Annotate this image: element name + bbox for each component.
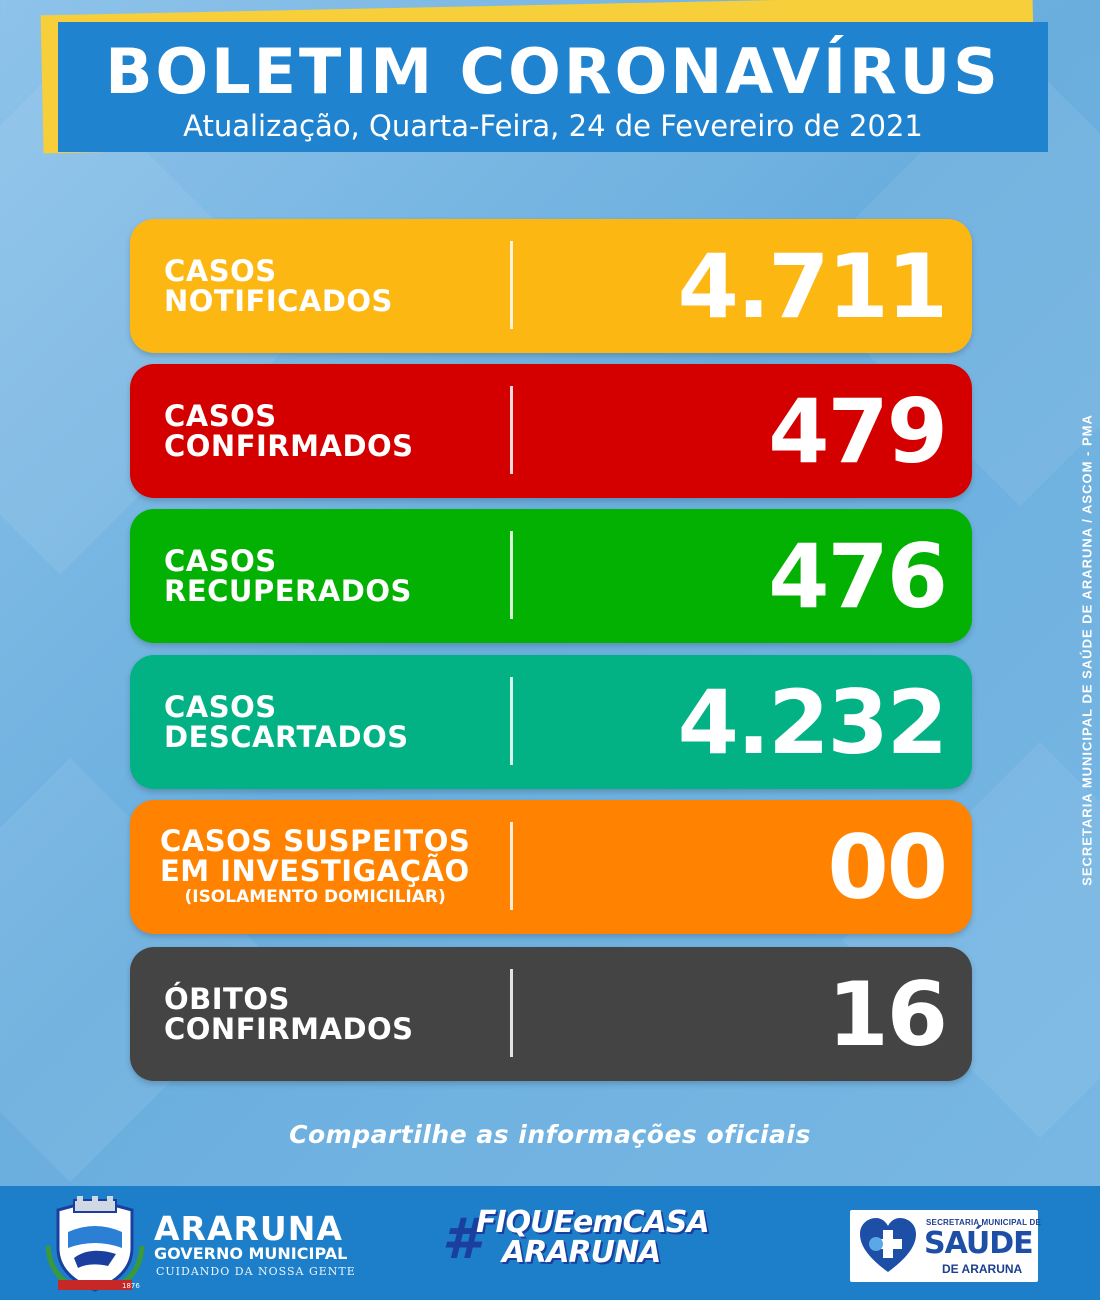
page-title: BOLETIM CORONAVÍRUS <box>105 35 1001 108</box>
card-value: 00 <box>827 815 948 919</box>
update-date: Atualização, Quarta-Feira, 24 de Feverei… <box>183 109 923 143</box>
card-value: 4.711 <box>677 234 948 338</box>
card-divider <box>510 677 513 765</box>
card-value: 16 <box>827 962 948 1066</box>
card-label: CASOS NOTIFICADOS <box>164 219 393 353</box>
credit-text: SECRETARIA MUNICIPAL DE SAÚDE DE ARARUNA… <box>1079 414 1095 886</box>
health-bottom-text: DE ARARUNA <box>942 1262 1023 1276</box>
crest-year: 1876 <box>122 1282 140 1290</box>
card-label-note: (ISOLAMENTO DOMICILIAR) <box>184 887 446 907</box>
card-label: CASOS DESCARTADOS <box>164 655 409 789</box>
card-divider <box>510 241 513 329</box>
card-casos-recuperados: CASOS RECUPERADOS 476 <box>130 509 972 643</box>
card-label-line1: CASOS <box>164 544 277 578</box>
card-label: ÓBITOS CONFIRMADOS <box>164 947 414 1081</box>
card-casos-suspeitos: CASOS SUSPEITOS EM INVESTIGAÇÃO (ISOLAME… <box>130 800 972 934</box>
card-divider <box>510 386 513 474</box>
hashtag-line1: FIQUEemCASA <box>476 1205 710 1240</box>
slogan: CUIDANDO DA NOSSA GENTE <box>156 1265 356 1278</box>
health-main-text: SAÚDE <box>924 1226 1034 1261</box>
card-label-line2: NOTIFICADOS <box>164 284 393 318</box>
card-label-line1: CASOS <box>164 254 277 288</box>
card-casos-notificados: CASOS NOTIFICADOS 4.711 <box>130 219 972 353</box>
card-casos-confirmados: CASOS CONFIRMADOS 479 <box>130 364 972 498</box>
card-label-line1: CASOS SUSPEITOS <box>160 824 471 858</box>
card-value: 476 <box>768 524 948 628</box>
card-label: CASOS RECUPERADOS <box>164 509 412 643</box>
card-value: 4.232 <box>677 670 948 774</box>
city-crest-icon: 1876 <box>45 1196 145 1292</box>
card-label-line1: CASOS <box>164 399 277 433</box>
card-label-line1: ÓBITOS <box>164 982 290 1016</box>
card-casos-descartados: CASOS DESCARTADOS 4.232 <box>130 655 972 789</box>
card-divider <box>510 531 513 619</box>
hashtag-line2: ARARUNA <box>502 1235 661 1270</box>
card-obitos-confirmados: ÓBITOS CONFIRMADOS 16 <box>130 947 972 1081</box>
card-divider <box>510 822 513 910</box>
card-value: 479 <box>768 379 948 483</box>
card-label-line2: EM INVESTIGAÇÃO <box>160 854 470 888</box>
card-label-line2: CONFIRMADOS <box>164 429 414 463</box>
card-label-line2: RECUPERADOS <box>164 574 412 608</box>
government-label: GOVERNO MUNICIPAL <box>154 1244 348 1263</box>
header-banner: BOLETIM CORONAVÍRUS Atualização, Quarta-… <box>58 22 1048 152</box>
card-label: CASOS SUSPEITOS EM INVESTIGAÇÃO (ISOLAME… <box>160 800 470 934</box>
card-label-line1: CASOS <box>164 690 277 724</box>
health-secretariat-logo: SECRETARIA MUNICIPAL DE SAÚDE DE ARARUNA <box>850 1210 1041 1282</box>
hashtag-symbol: # <box>442 1207 481 1272</box>
card-divider <box>510 969 513 1057</box>
card-label: CASOS CONFIRMADOS <box>164 364 414 498</box>
heart-cross-icon <box>860 1218 916 1272</box>
card-label-line2: DESCARTADOS <box>164 720 409 754</box>
city-name: ARARUNA <box>154 1209 343 1248</box>
card-label-line2: CONFIRMADOS <box>164 1012 414 1046</box>
share-text: Compartilhe as informações oficiais <box>289 1120 811 1149</box>
health-top-text: SECRETARIA MUNICIPAL DE <box>926 1218 1041 1227</box>
